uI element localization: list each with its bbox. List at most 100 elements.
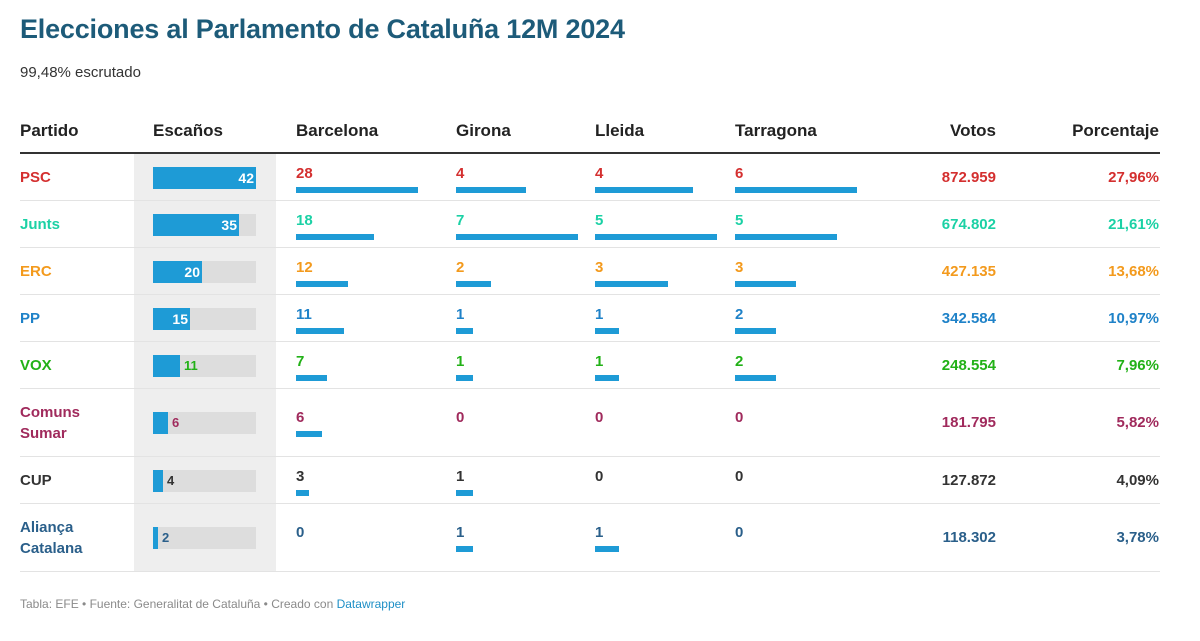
seats-tarragona-value: 0: [735, 468, 744, 485]
percentage-value: 27,96%: [1108, 169, 1159, 186]
seats-girona-value: 2: [456, 259, 465, 276]
seats-bar: [153, 527, 158, 549]
seats-bar-track: 4: [153, 470, 256, 492]
seats-barcelona-value: 18: [296, 212, 313, 229]
votes-value: 674.802: [941, 216, 996, 233]
table-row: CUP 4 3 1 0 0 127.872 4,09%: [0, 457, 1200, 504]
seats-bar-track: 42: [153, 167, 256, 189]
seats-tarragona-value: 2: [735, 306, 744, 323]
seats-bar-track: 15: [153, 308, 256, 330]
seats-girona-bar: [456, 375, 473, 381]
seats-girona-value: 7: [456, 212, 465, 229]
party-name: PP: [20, 310, 41, 327]
table-row: PSC 42 28 4 4 6 872.959 27,96%: [0, 154, 1200, 201]
seats-lleida-bar: [595, 328, 619, 334]
row-divider: [20, 503, 1160, 504]
datawrapper-link[interactable]: Datawrapper: [336, 597, 406, 611]
row-divider: [20, 200, 1160, 201]
seats-barcelona-bar: [296, 431, 322, 437]
seats-value: 4: [167, 473, 175, 488]
votes-value: 342.584: [941, 310, 996, 327]
chart-subtitle: 99,48% escrutado: [20, 64, 141, 81]
header-girona: Girona: [456, 121, 511, 140]
seats-barcelona-bar: [296, 328, 344, 334]
chart-title: Elecciones al Parlamento de Cataluña 12M…: [20, 14, 625, 44]
header-porcentaje: Porcentaje: [1072, 121, 1159, 140]
votes-value: 127.872: [941, 472, 996, 489]
party-name: Aliança Catalana: [20, 519, 83, 557]
table-row: ERC 20 12 2 3 3 427.135 13,68%: [0, 248, 1200, 295]
header-tarragona: Tarragona: [735, 121, 817, 140]
seats-bar-track: 2: [153, 527, 256, 549]
seats-value: 20: [184, 264, 200, 280]
seats-tarragona-bar: [735, 187, 857, 193]
table-row: Aliança Catalana 2 0 1 1 0 118.302 3,78%: [0, 504, 1200, 572]
seats-lleida-value: 4: [595, 165, 604, 182]
party-name: CUP: [20, 472, 52, 489]
percentage-value: 5,82%: [1116, 414, 1159, 431]
seats-lleida-value: 3: [595, 259, 604, 276]
row-divider: [20, 456, 1160, 457]
seats-lleida-value: 1: [595, 524, 604, 541]
row-divider: [20, 294, 1160, 295]
row-divider: [20, 247, 1160, 248]
seats-barcelona-value: 28: [296, 165, 313, 182]
seats-tarragona-value: 3: [735, 259, 744, 276]
party-name: Junts: [20, 216, 61, 233]
party-name: VOX: [20, 357, 52, 374]
seats-tarragona-value: 5: [735, 212, 744, 229]
party-name: PSC: [20, 169, 51, 186]
percentage-value: 10,97%: [1108, 310, 1159, 327]
footer-source: Tabla: EFE • Fuente: Generalitat de Cata…: [20, 597, 337, 611]
seats-lleida-bar: [595, 375, 619, 381]
seats-tarragona-bar: [735, 281, 796, 287]
seats-barcelona-bar: [296, 490, 309, 496]
seats-bar-track: 35: [153, 214, 256, 236]
seats-tarragona-bar: [735, 375, 776, 381]
row-divider: [20, 571, 1160, 572]
seats-girona-value: 0: [456, 409, 465, 426]
header-escanos: Escaños: [153, 121, 223, 140]
percentage-value: 3,78%: [1116, 529, 1159, 546]
seats-value: 6: [172, 415, 180, 430]
seats-bar-track: 6: [153, 412, 256, 434]
seats-barcelona-bar: [296, 375, 327, 381]
seats-barcelona-bar: [296, 187, 418, 193]
votes-value: 427.135: [941, 263, 996, 280]
seats-tarragona-value: 0: [735, 524, 744, 541]
seats-girona-value: 1: [456, 468, 465, 485]
percentage-value: 13,68%: [1108, 263, 1159, 280]
seats-girona-value: 1: [456, 353, 465, 370]
header-votos: Votos: [950, 121, 996, 140]
header-barcelona: Barcelona: [296, 121, 379, 140]
seats-girona-bar: [456, 490, 473, 496]
party-name: Comuns Sumar: [20, 404, 80, 442]
votes-value: 872.959: [941, 169, 996, 186]
table-row: VOX 11 7 1 1 2 248.554 7,96%: [0, 342, 1200, 389]
seats-tarragona-bar: [735, 234, 837, 240]
seats-bar-track: 20: [153, 261, 256, 283]
seats-girona-value: 1: [456, 306, 465, 323]
seats-bar: [153, 214, 239, 236]
seats-girona-bar: [456, 328, 473, 334]
seats-girona-bar: [456, 234, 578, 240]
footer: Tabla: EFE • Fuente: Generalitat de Cata…: [20, 597, 405, 611]
table-row: PP 15 11 1 1 2 342.584 10,97%: [0, 295, 1200, 342]
percentage-value: 7,96%: [1116, 357, 1159, 374]
table-row: Junts 35 18 7 5 5 674.802 21,61%: [0, 201, 1200, 248]
seats-lleida-bar: [595, 187, 693, 193]
header-lleida: Lleida: [595, 121, 645, 140]
seats-value: 11: [184, 358, 198, 373]
seats-girona-bar: [456, 546, 473, 552]
votes-value: 118.302: [942, 529, 996, 546]
seats-value: 15: [172, 311, 188, 327]
seats-bar: [153, 261, 202, 283]
row-divider: [20, 341, 1160, 342]
seats-lleida-bar: [595, 281, 668, 287]
percentage-value: 4,09%: [1116, 472, 1159, 489]
seats-barcelona-bar: [296, 281, 348, 287]
seats-value: 2: [162, 530, 170, 545]
seats-girona-bar: [456, 281, 491, 287]
seats-barcelona-bar: [296, 234, 374, 240]
header-partido: Partido: [20, 121, 79, 140]
